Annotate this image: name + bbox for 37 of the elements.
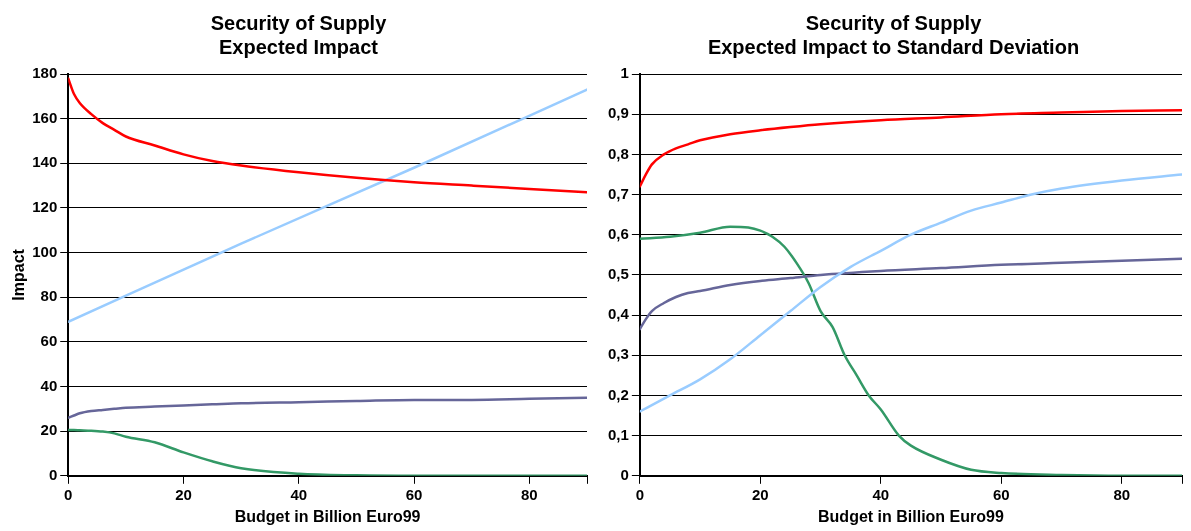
y-tick-label: 80	[40, 287, 58, 305]
y-axis-title: Impact	[10, 248, 28, 301]
y-tick-label: 40	[40, 376, 58, 394]
x-tick-label: 20	[175, 485, 192, 503]
y-tick-label: 160	[32, 108, 58, 126]
y-tick-label: 180	[32, 64, 58, 82]
y-tick-label: 0,9	[607, 104, 629, 122]
y-tick-label: 0,6	[607, 224, 629, 242]
x-tick-label: 20	[751, 485, 769, 503]
y-tick-label: 100	[32, 242, 58, 260]
line-series	[68, 396, 587, 420]
y-tick-label: 0	[48, 465, 58, 483]
chart-title: Security of Supply Expected Impact to Standard Deviation	[707, 11, 1080, 58]
y-tick-label: 1	[620, 64, 629, 82]
x-tick-label: 40	[872, 485, 890, 503]
x-tick-label: 80	[1113, 485, 1131, 503]
y-tick-label: 140	[32, 153, 58, 171]
y-tick-label: 120	[32, 198, 58, 216]
x-axis-title: Budget in Billion Euro99	[818, 507, 1004, 525]
y-tick-label: 60	[40, 332, 58, 350]
y-tick-label: 0,1	[607, 425, 629, 443]
y-tick-label: 0,7	[607, 184, 629, 202]
y-tick-label: 0,8	[607, 144, 629, 162]
y-tick-label: 0,4	[607, 305, 630, 323]
chart-title: Security of Supply Expected Impact	[210, 11, 388, 58]
y-tick-label: 0,3	[607, 345, 629, 363]
x-tick-label: 0	[64, 485, 73, 503]
x-tick-label: 60	[405, 485, 423, 503]
y-tick-label: 20	[40, 421, 58, 439]
x-tick-label: 80	[521, 485, 538, 503]
x-tick-label: 0	[635, 485, 645, 503]
x-axis-title: Budget in Billion Euro99	[234, 507, 421, 525]
y-tick-label: 0	[620, 465, 629, 483]
y-tick-label: 0,2	[607, 385, 629, 403]
x-tick-label: 40	[290, 485, 308, 503]
x-tick-label: 60	[992, 485, 1010, 503]
y-tick-label: 0,5	[607, 265, 629, 283]
